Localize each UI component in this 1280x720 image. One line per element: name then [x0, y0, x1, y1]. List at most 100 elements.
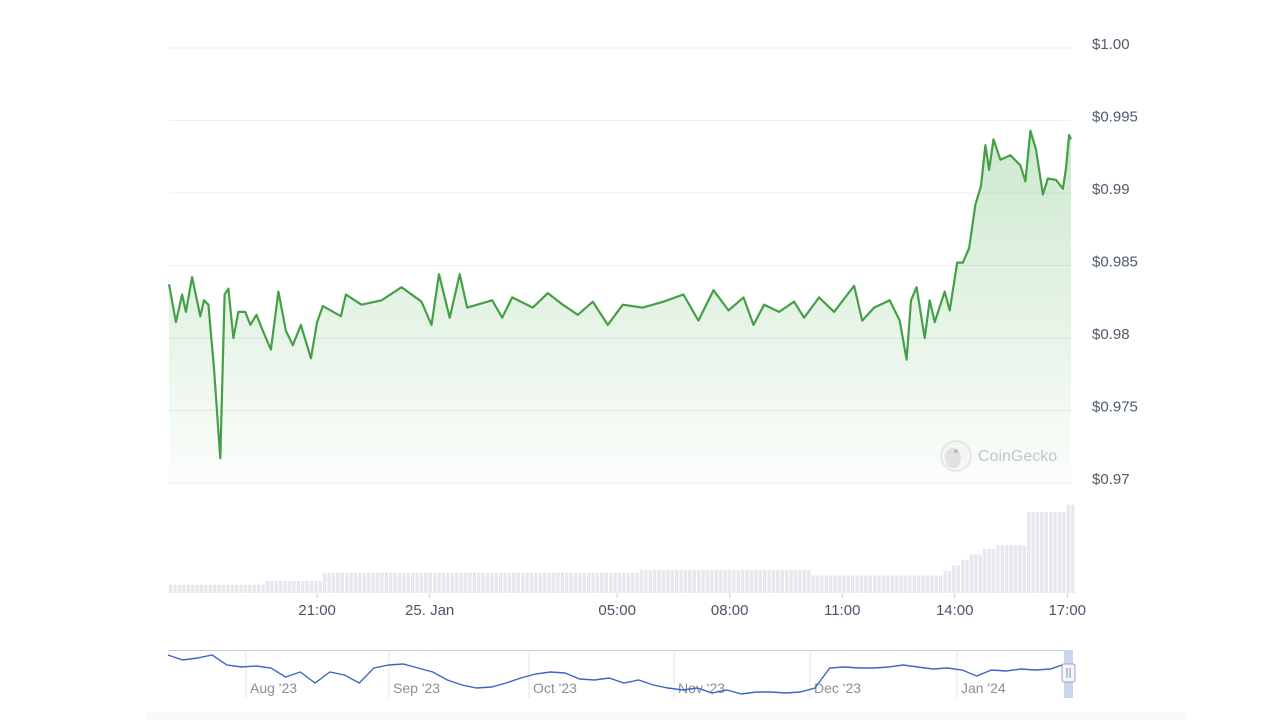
volume-bar	[459, 572, 463, 593]
navigator-label: Aug '23	[250, 680, 297, 696]
volume-bar	[754, 570, 758, 593]
volume-bar	[1031, 512, 1035, 593]
volume-bar	[538, 572, 542, 593]
volume-bar	[173, 584, 177, 593]
volume-bar	[846, 575, 850, 593]
volume-bar	[807, 570, 811, 593]
volume-bar	[411, 572, 415, 593]
volume-bar	[186, 584, 190, 593]
volume-bar	[455, 572, 459, 593]
volume-bar	[1053, 512, 1057, 593]
volume-bar	[657, 570, 661, 593]
volume-bar	[859, 575, 864, 593]
volume-bar	[705, 570, 710, 593]
volume-bar	[349, 572, 353, 593]
volume-bar	[639, 570, 644, 593]
volume-bar	[1062, 512, 1066, 593]
volume-bar	[890, 575, 894, 593]
volume-bar	[714, 570, 718, 593]
volume-bar	[239, 584, 243, 593]
volume-bar	[811, 575, 815, 593]
x-tick-label: 11:00	[824, 602, 860, 619]
volume-bar	[257, 584, 261, 593]
navigator-grip-icon[interactable]	[1061, 663, 1076, 683]
volume-bar	[604, 572, 608, 593]
volume-bar	[793, 570, 798, 593]
volume-bar	[763, 570, 767, 593]
volume-bar	[261, 584, 265, 593]
volume-bar	[397, 572, 402, 593]
volume-bar	[617, 572, 622, 593]
volume-bar	[930, 575, 934, 593]
scrollbar-track[interactable]	[145, 712, 1185, 720]
volume-bar	[213, 584, 217, 593]
volume-bar	[1044, 512, 1048, 593]
watermark-text: CoinGecko	[978, 448, 1057, 465]
volume-bar	[371, 572, 375, 593]
volume-bar	[947, 570, 952, 593]
volume-bar	[943, 570, 947, 593]
volume-bar	[767, 570, 771, 593]
y-axis: $1.00 $0.995 $0.99 $0.985 $0.98 $0.975 $0.97	[1092, 36, 1138, 488]
volume-bar	[745, 570, 749, 593]
volume-bar	[1000, 545, 1004, 593]
volume-bar	[661, 570, 666, 593]
y-tick-label: $0.98	[1092, 326, 1130, 343]
volume-bar	[490, 572, 494, 593]
volume-bar	[424, 572, 428, 593]
volume-bar	[446, 572, 450, 593]
volume-bar	[824, 575, 828, 593]
navigator-label: Nov '23	[678, 680, 725, 696]
volume-bar	[274, 581, 278, 593]
volume-bar	[785, 570, 789, 593]
navigator-label: Sep '23	[393, 680, 440, 696]
volume-bar	[1009, 545, 1013, 593]
volume-bar	[195, 584, 199, 593]
volume-bar	[235, 584, 239, 593]
volume-bar	[494, 572, 498, 593]
volume-bar	[182, 584, 186, 593]
y-tick-label: $0.995	[1092, 109, 1138, 126]
volume-bar	[499, 572, 503, 593]
volume-bar	[243, 584, 248, 593]
volume-bar	[789, 570, 793, 593]
volume-bar	[886, 575, 890, 593]
volume-bar	[199, 584, 204, 593]
navigator[interactable]: Aug '23 Sep '23 Oct '23 Nov '23 Dec '23 Jan '…	[167, 650, 1076, 698]
volume-bar	[406, 572, 410, 593]
volume-bar	[384, 572, 388, 593]
volume-bar	[1018, 545, 1022, 593]
volume-bar	[688, 570, 692, 593]
y-tick-label: $0.985	[1092, 254, 1138, 271]
volume-bar	[578, 572, 582, 593]
volume-bar	[323, 572, 327, 593]
volume-bar	[736, 570, 740, 593]
volume-bar	[463, 572, 468, 593]
volume-bar	[1005, 545, 1009, 593]
x-tick-label: 05:00	[598, 602, 636, 619]
volume-bar	[582, 572, 586, 593]
volume-bar	[829, 575, 833, 593]
volume-bar	[679, 570, 683, 593]
volume-bar	[1057, 512, 1062, 593]
volume-bar	[318, 581, 322, 593]
volume-bar	[547, 572, 551, 593]
y-tick-label: $1.00	[1092, 36, 1130, 53]
volume-bar	[1040, 512, 1044, 593]
volume-bar	[912, 575, 916, 593]
volume-bar	[314, 581, 318, 593]
volume-bar	[815, 575, 820, 593]
volume-bar	[670, 570, 674, 593]
volume-bar	[987, 548, 991, 593]
volume-bar	[635, 572, 639, 593]
volume-bar	[481, 572, 485, 593]
volume-bar	[969, 554, 974, 593]
volume-bar	[710, 570, 714, 593]
volume-bar	[565, 572, 569, 593]
volume-bar	[375, 572, 380, 593]
volume-bar	[798, 570, 802, 593]
y-tick-label: $0.97	[1092, 471, 1130, 488]
volume-bar	[270, 581, 274, 593]
volume-bar	[965, 559, 969, 593]
